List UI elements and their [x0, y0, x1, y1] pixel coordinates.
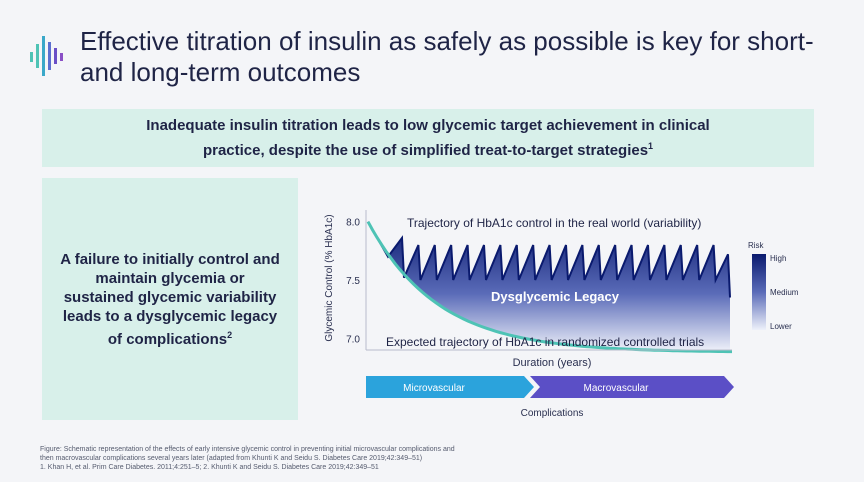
hba1c-trajectory-chart: 8.0 7.5 7.0 Glycemic Control (% HbA1c) Dur…	[324, 210, 799, 419]
footnote-line: then macrovascular complications several…	[40, 455, 423, 462]
risk-level-high: High	[770, 254, 786, 263]
x-axis-label: Duration (years)	[513, 357, 592, 369]
y-tick-label: 8.0	[346, 218, 360, 229]
company-logo-icon	[30, 36, 63, 76]
macrovascular-label: Macrovascular	[583, 383, 649, 394]
y-axis-label: Glycemic Control (% HbA1c)	[324, 214, 335, 341]
side-panel-superscript: 2	[227, 329, 233, 340]
y-tick-label: 7.5	[346, 276, 360, 287]
slide-title: Effective titration of insulin as safely…	[80, 26, 814, 87]
key-message-banner: Inadequate insulin titration leads to lo…	[42, 109, 814, 167]
rct-series-label: Expected trajectory of HbA1c in randomiz…	[386, 335, 704, 349]
y-tick-label: 7.0	[346, 334, 360, 345]
footnote-line: 1. Khan H, et al. Prim Care Diabetes. 20…	[40, 464, 379, 471]
side-panel: A failure to initially control and maint…	[42, 178, 298, 420]
macrovascular-phase-arrow	[530, 376, 734, 398]
microvascular-phase-arrow	[366, 376, 534, 398]
risk-gradient-bar	[752, 254, 766, 330]
banner-superscript: 1	[648, 140, 654, 151]
rct-trajectory-line	[366, 220, 732, 354]
footnotes: Figure: Schematic representation of the …	[40, 445, 580, 472]
complications-caption: Complications	[521, 408, 584, 419]
area-label: Dysglycemic Legacy	[491, 289, 620, 304]
risk-legend-title: Risk	[748, 241, 765, 250]
banner-text: Inadequate insulin titration leads to lo…	[146, 116, 710, 159]
side-panel-text: A failure to initially control and maint…	[60, 250, 280, 348]
real-world-series-label: Trajectory of HbA1c control in the real …	[407, 216, 701, 230]
y-tick-labels: 8.0 7.5 7.0	[346, 218, 360, 346]
dysglycemic-legacy-area	[368, 221, 732, 353]
risk-level-medium: Medium	[770, 288, 799, 297]
footnote-line: Figure: Schematic representation of the …	[40, 446, 455, 453]
real-world-trajectory-line	[367, 221, 731, 298]
risk-level-lower: Lower	[770, 322, 792, 331]
microvascular-label: Microvascular	[403, 383, 465, 394]
